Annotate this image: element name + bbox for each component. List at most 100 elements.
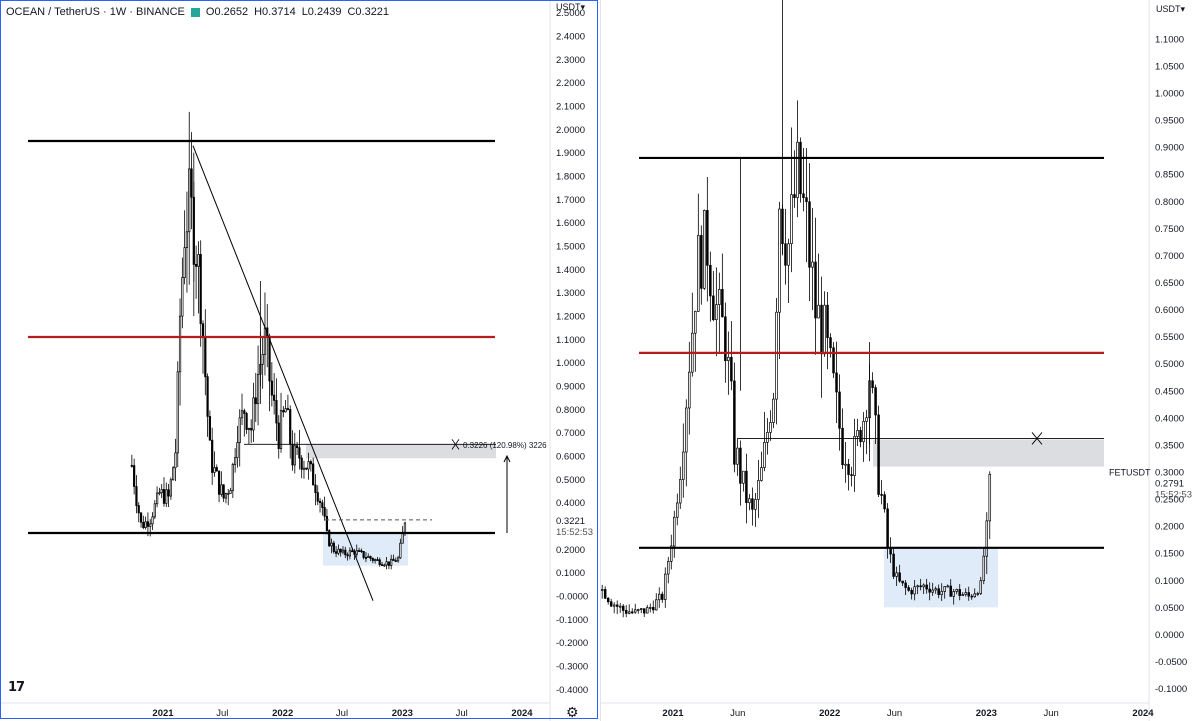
candle <box>922 584 925 588</box>
candle <box>201 323 205 338</box>
candle <box>733 380 736 465</box>
candle <box>360 550 363 552</box>
price-tick-label: -0.1000 <box>1155 684 1187 695</box>
candle <box>314 484 317 493</box>
candle <box>243 410 246 414</box>
candle <box>137 505 140 514</box>
market-open-icon <box>190 7 200 17</box>
candle <box>252 397 255 431</box>
candle <box>169 479 172 497</box>
candle <box>144 521 147 528</box>
candle <box>907 587 910 591</box>
price-tick-label: 0.4500 <box>1155 386 1184 397</box>
price-tick-label: -0.3000 <box>556 662 588 673</box>
time-tick-label: 2024 <box>511 708 533 719</box>
candle <box>217 470 221 495</box>
time-tick-label: Jul <box>216 708 228 719</box>
candle <box>928 588 931 593</box>
price-tick-label: 1.8000 <box>556 172 585 183</box>
price-tick-label: 0.7500 <box>1155 224 1184 235</box>
price-tick-label: 0.6500 <box>1155 278 1184 289</box>
symbol-title[interactable]: OCEAN / TetherUS · 1W · BINANCE <box>6 6 185 18</box>
last-price-label: 0.3221 <box>556 516 585 527</box>
candle <box>823 304 826 355</box>
candle <box>185 231 189 248</box>
candle <box>721 289 724 318</box>
candle <box>213 467 216 473</box>
candle <box>174 452 177 469</box>
tradingview-logo-icon[interactable]: 17 <box>8 680 25 695</box>
resistance-zone[interactable] <box>306 444 496 459</box>
price-tick-label: 1.5000 <box>556 242 585 253</box>
candle <box>371 558 374 561</box>
candle <box>277 422 280 450</box>
candle <box>697 235 700 312</box>
price-tick-label: 0.2000 <box>556 545 585 556</box>
candle <box>895 572 898 577</box>
price-tick-label: 1.1000 <box>1155 34 1184 45</box>
price-tick-label: -0.4000 <box>556 685 588 696</box>
candle <box>190 168 193 198</box>
candle <box>892 553 895 577</box>
right-chart-svg[interactable]: 1.1000 1.0500 1.0000 0.9500 0.9000 0.8500 0.80… <box>601 0 1200 721</box>
resistance-zone[interactable] <box>873 439 1104 467</box>
accumulation-range-box[interactable] <box>884 547 998 608</box>
time-tick-label: Jun <box>887 708 902 719</box>
candle <box>967 592 970 597</box>
candle <box>627 611 631 614</box>
candle <box>639 608 643 610</box>
price-tick-label: 1.0500 <box>1155 61 1184 72</box>
price-tick-label: 0.4000 <box>556 498 585 509</box>
candle <box>904 582 907 588</box>
candle <box>256 374 260 405</box>
candle <box>208 416 211 441</box>
candle <box>826 304 829 339</box>
gear-icon[interactable]: ⚙ <box>566 704 579 720</box>
candle <box>155 492 159 505</box>
candle <box>133 465 136 487</box>
candle <box>357 550 361 552</box>
candle <box>178 315 182 373</box>
time-tick-label: Jul <box>456 708 468 719</box>
ohlc-values: O0.2652 H0.3714 L0.2439 C0.3221 <box>206 4 389 20</box>
candle <box>835 372 838 393</box>
candle <box>910 590 913 595</box>
candle <box>673 516 676 547</box>
panel-divider[interactable] <box>600 0 601 721</box>
candle <box>176 371 179 454</box>
candle <box>323 507 326 517</box>
time-tick-label: 2021 <box>662 708 684 719</box>
candle <box>796 141 799 198</box>
candle <box>961 594 964 596</box>
currency-button-right[interactable]: USDT▾ <box>1156 4 1185 15</box>
candle <box>153 503 156 518</box>
left-chart-svg[interactable]: 2.5000 2.4000 2.3000 2.2000 2.1000 2.0000 1.90… <box>0 0 600 721</box>
descending-trendline[interactable] <box>192 145 374 601</box>
candle <box>694 310 697 334</box>
time-tick-label: 2021 <box>152 708 174 719</box>
candle <box>332 542 335 553</box>
time-tick-label: 2023 <box>392 708 413 719</box>
candle <box>211 439 214 473</box>
candle <box>263 327 267 355</box>
candle <box>919 585 922 588</box>
left-chart-panel[interactable]: 2.5000 2.4000 2.3000 2.2000 2.1000 2.0000 1.90… <box>0 0 600 721</box>
candle <box>149 523 152 527</box>
candle <box>376 559 379 561</box>
price-tick-label: 1.4000 <box>556 265 585 276</box>
currency-button[interactable]: USDT▾ <box>556 2 585 13</box>
candle <box>630 611 634 614</box>
candle <box>642 608 646 614</box>
measure-label: 0.3226 (120.98%) 3226 <box>463 441 547 450</box>
candle <box>667 561 670 575</box>
candle <box>316 492 319 502</box>
candle <box>685 407 688 453</box>
candle <box>757 480 760 500</box>
candle <box>387 561 390 566</box>
candle <box>325 515 329 531</box>
countdown-label: 15:52:53 <box>556 527 593 538</box>
price-tick-label: 2.0000 <box>556 125 585 136</box>
candle <box>820 304 823 355</box>
candle <box>195 264 198 267</box>
right-chart-panel[interactable]: 1.1000 1.0500 1.0000 0.9500 0.9000 0.8500 0.80… <box>601 0 1200 721</box>
